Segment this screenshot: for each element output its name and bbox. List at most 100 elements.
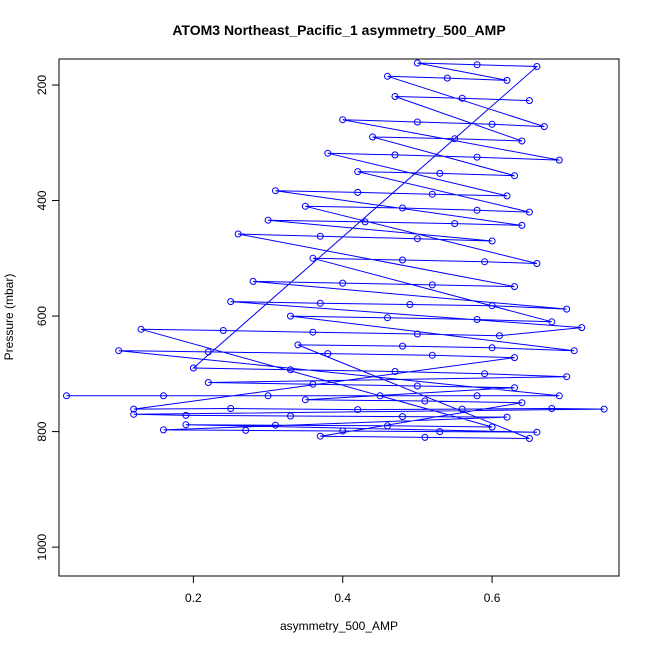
- data-point: [488, 423, 496, 431]
- data-point: [354, 406, 362, 414]
- data-point: [488, 237, 496, 245]
- data-point: [391, 93, 399, 100]
- data-point: [511, 354, 518, 362]
- x-tick-label: 0.4: [334, 591, 351, 605]
- data-point: [399, 204, 406, 212]
- data-point: [488, 302, 496, 310]
- data-point: [503, 192, 511, 200]
- data-point: [578, 324, 586, 332]
- data-point: [511, 283, 518, 291]
- data-point: [555, 156, 563, 164]
- data-point: [511, 172, 518, 180]
- data-point: [540, 123, 548, 131]
- data-point: [533, 428, 541, 436]
- data-point: [563, 305, 571, 313]
- y-tick-label: 200: [35, 75, 49, 95]
- data-point: [301, 396, 309, 404]
- data-point: [264, 216, 272, 224]
- data-point: [204, 348, 212, 356]
- data-point: [421, 397, 429, 405]
- data-point: [525, 208, 533, 216]
- data-point: [481, 258, 489, 266]
- data-point: [130, 410, 138, 418]
- data-point: [182, 411, 190, 419]
- data-point: [160, 426, 167, 434]
- data-point: [316, 299, 324, 307]
- y-tick-label: 1000: [35, 533, 49, 560]
- data-point: [555, 392, 563, 400]
- data-point: [339, 116, 347, 124]
- data-point: [473, 61, 481, 69]
- y-axis: 200 400 600 800 1000: [35, 75, 60, 560]
- data-point: [481, 370, 489, 378]
- data-point: [316, 432, 324, 440]
- data-point: [384, 72, 391, 80]
- data-point: [548, 318, 556, 326]
- data-point: [399, 342, 406, 350]
- data-point: [227, 298, 235, 306]
- data-point: [384, 314, 391, 322]
- data-point: [354, 188, 362, 196]
- data-point: [384, 422, 391, 430]
- data-point: [399, 413, 406, 421]
- data-point: [324, 149, 332, 157]
- data-point: [533, 260, 541, 267]
- data-point: [301, 202, 309, 210]
- data-point: [287, 312, 294, 320]
- data-point: [458, 405, 466, 413]
- data-point: [525, 97, 533, 105]
- data-point: [354, 168, 362, 176]
- data-point: [361, 218, 369, 226]
- data-point: [130, 405, 138, 413]
- data-point: [264, 392, 272, 400]
- data-point: [518, 399, 526, 407]
- data-point: [600, 405, 608, 413]
- series-line: [66, 62, 605, 439]
- y-tick-label: 600: [35, 306, 49, 326]
- data-point: [473, 153, 481, 161]
- data-point: [473, 206, 481, 214]
- data-point: [242, 426, 250, 434]
- data-point: [324, 350, 332, 358]
- data-point: [570, 347, 578, 355]
- data-point: [413, 382, 421, 390]
- y-tick-label: 400: [35, 190, 49, 210]
- data-point: [115, 347, 123, 355]
- x-axis: 0.2 0.4 0.6: [185, 575, 501, 605]
- data-point: [533, 63, 541, 70]
- data-point: [563, 373, 571, 381]
- data-point: [518, 137, 526, 145]
- data-point: [391, 151, 399, 159]
- data-point: [451, 220, 459, 228]
- data-point: [287, 366, 294, 374]
- data-point: [399, 256, 406, 264]
- data-point: [496, 332, 503, 340]
- data-point: [316, 232, 324, 240]
- data-point: [234, 230, 242, 238]
- data-point: [204, 379, 212, 386]
- data-point: [294, 341, 302, 349]
- data-point: [451, 135, 459, 143]
- data-point: [227, 405, 235, 412]
- data-point: [436, 169, 444, 177]
- data-point: [219, 327, 227, 334]
- data-point: [63, 392, 70, 400]
- chart-title: ATOM3 Northeast_Pacific_1 asymmetry_500_…: [172, 22, 505, 38]
- data-point: [309, 380, 317, 388]
- data-point: [428, 190, 436, 198]
- data-point: [458, 94, 466, 102]
- x-tick-label: 0.6: [484, 591, 501, 605]
- data-point: [428, 281, 436, 289]
- data-point: [548, 405, 556, 412]
- x-axis-label: asymmetry_500_AMP: [280, 619, 398, 633]
- data-point: [249, 277, 257, 285]
- y-axis-label: Pressure (mbar): [2, 274, 16, 361]
- data-point: [137, 325, 145, 333]
- data-point: [309, 254, 317, 262]
- data-point: [406, 301, 414, 308]
- data-point: [488, 344, 496, 352]
- data-point: [511, 384, 518, 392]
- data-point: [503, 76, 511, 84]
- data-point: [189, 364, 197, 372]
